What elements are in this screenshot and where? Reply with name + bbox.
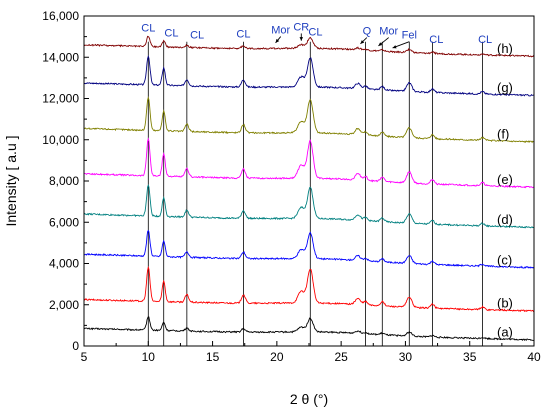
annotations: CL CL CL CL Mor CR CL Q Mor Fel CL CL [141,21,492,49]
x-tick-label: 40 [527,350,541,364]
series-label: (h) [497,41,513,56]
y-tick-label: 12,000 [42,92,79,106]
series-label: (d) [497,212,513,227]
series-label: (c) [497,252,512,267]
x-tick-label: 10 [142,350,156,364]
annotation-label: Mor [379,26,398,38]
annotation-label: CL [190,30,204,42]
annotation-label: Q [363,26,372,38]
x-tick-label: 35 [463,350,477,364]
series-labels: (a) (b) (c) (d) (e) (f) (g) (h) [497,41,513,340]
annotation-arrowhead [360,40,365,44]
annotation-label: CL [429,34,443,46]
series-line-f [83,96,535,144]
series-line-b [83,265,535,313]
series-line-g [83,54,535,97]
y-tick-label: 14,000 [42,50,79,64]
series-line-c [83,229,535,269]
y-tick-label: 4,000 [49,257,79,271]
series-line-e [83,137,535,189]
annotation-label: Fel [402,30,417,42]
x-tick-label: 5 [81,350,88,364]
annotation-arrowhead [392,45,397,49]
annotation-label: CR [293,21,309,33]
annotation-arrowhead [378,42,383,46]
series-label: (a) [497,325,513,340]
annotation-arrowhead [299,37,304,41]
y-tick-label: 8,000 [49,174,79,188]
x-tick-label: 20 [270,350,284,364]
annotation-label: CL [236,29,250,41]
annotation-label: CL [141,22,155,34]
annotation-label: CL [478,34,492,46]
x-axis: 5 10 15 20 25 30 35 40 [81,341,541,364]
y-tick-label: 16,000 [42,9,79,23]
x-axis-title: 2 θ (°) [290,391,328,407]
series-line-a [83,316,535,342]
annotation-label: CL [308,27,322,39]
series-line-d [83,184,535,229]
x-tick-label: 30 [399,350,413,364]
y-axis: 0 2,000 4,000 6,000 8,000 10,000 12,000 14,000 1… [42,9,89,353]
y-tick-label: 10,000 [42,133,79,147]
annotation-label: Mor [271,25,290,37]
series-label: (g) [497,80,513,95]
annotation-arrowhead [275,38,280,43]
x-tick-label: 25 [334,350,348,364]
series-group [83,35,535,342]
reference-lines [147,41,483,346]
y-tick-label: 0 [72,339,79,353]
y-tick-label: 6,000 [49,215,79,229]
series-label: (b) [497,296,513,311]
y-tick-label: 2,000 [49,298,79,312]
series-line-h [83,35,535,58]
series-label: (e) [497,172,513,187]
x-tick-label: 15 [206,350,220,364]
series-label: (f) [497,127,509,142]
y-axis-title: Intensity [ a.u ] [3,135,19,226]
annotation-label: CL [164,28,178,40]
